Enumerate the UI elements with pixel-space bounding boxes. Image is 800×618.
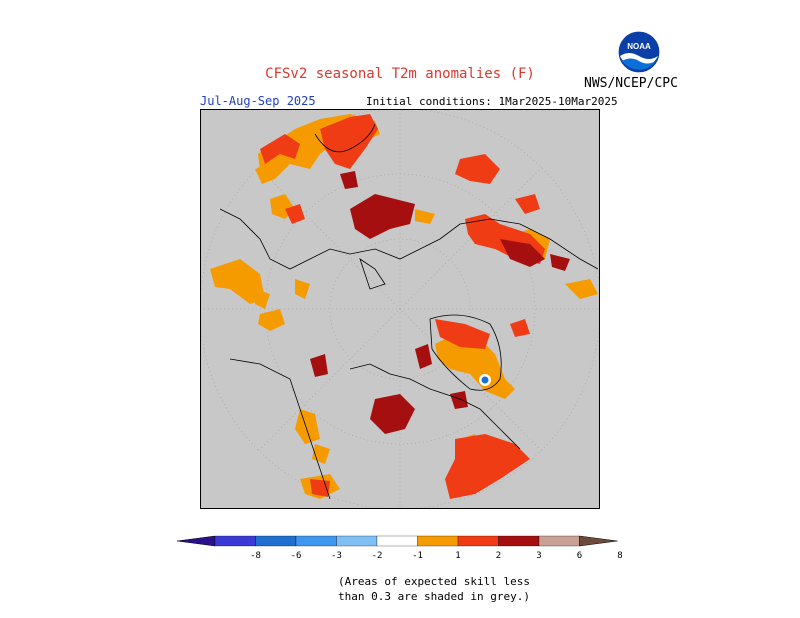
- legend-bin: [538, 535, 580, 547]
- location-marker: [479, 374, 491, 386]
- noaa-logo: NOAA: [617, 30, 661, 74]
- legend-bin: [255, 535, 297, 547]
- legend-bin: [417, 535, 459, 547]
- legend-tick-label: -8: [250, 551, 261, 561]
- skill-note: (Areas of expected skill less than 0.3 a…: [0, 574, 800, 604]
- legend-tick-label: -6: [291, 551, 302, 561]
- legend-tick-label: -2: [372, 551, 383, 561]
- graticule: [200, 109, 600, 509]
- skill-note-line1: (Areas of expected skill less: [337, 575, 531, 588]
- legend-tick-label: 2: [496, 551, 501, 561]
- legend-tick-label: 3: [536, 551, 541, 561]
- anomaly-2-to-3: [260, 114, 545, 499]
- map-frame: [200, 109, 600, 509]
- organization-label: NWS/NCEP/CPC: [584, 76, 678, 91]
- skill-note-line2: than 0.3 are shaded in grey.): [337, 590, 531, 603]
- legend-bin: [214, 535, 256, 547]
- legend-tick-label: -3: [331, 551, 342, 561]
- coastlines: [219, 123, 599, 500]
- legend-bin: [336, 535, 378, 547]
- svg-text:NOAA: NOAA: [627, 42, 651, 51]
- season-label: Jul-Aug-Sep 2025: [200, 94, 316, 108]
- legend-bin: [457, 535, 499, 547]
- legend-bin: [295, 535, 337, 547]
- legend-tick-label: 8: [617, 551, 622, 561]
- legend-bin: [376, 535, 418, 547]
- initial-conditions-label: Initial conditions: 1Mar2025-10Mar2025: [366, 95, 618, 108]
- legend-arrow-high: [579, 535, 618, 547]
- legend-tick-label: -1: [412, 551, 423, 561]
- anomaly-3-to-6: [310, 171, 570, 434]
- legend-arrow-low: [176, 535, 216, 547]
- color-legend: -8 -6 -3 -2 -1 1 2 3 6 8: [176, 535, 623, 561]
- map-title: CFSv2 seasonal T2m anomalies (F): [265, 66, 535, 82]
- legend-tick-label: 1: [455, 551, 460, 561]
- legend-tick-label: 6: [577, 551, 582, 561]
- polar-anomaly-map: [200, 109, 600, 509]
- legend-bin: [498, 535, 540, 547]
